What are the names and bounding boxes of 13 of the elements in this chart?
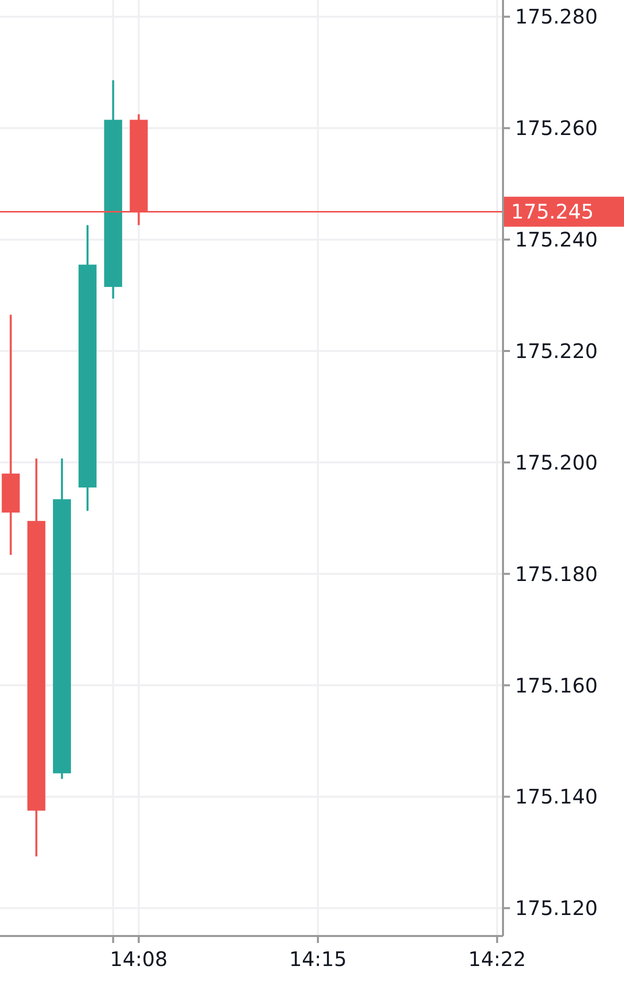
y-tick-label: 175.260: [515, 116, 598, 140]
y-tick-label: 175.240: [515, 228, 598, 252]
x-tick-label: 14:22: [468, 947, 526, 971]
y-tick-label: 175.280: [515, 4, 598, 29]
y-tick-label: 175.140: [515, 784, 598, 809]
y-tick-label: 175.200: [515, 450, 598, 474]
ref-line-label: 175.245: [511, 200, 594, 224]
x-tick-label: 14:08: [110, 947, 168, 971]
x-tick-label: 14:15: [289, 947, 347, 971]
y-tick-label: 175.220: [515, 339, 598, 363]
y-tick-label: 175.180: [515, 562, 598, 586]
y-tick-label: 175.120: [515, 896, 598, 920]
y-tick-label: 175.160: [515, 673, 598, 698]
